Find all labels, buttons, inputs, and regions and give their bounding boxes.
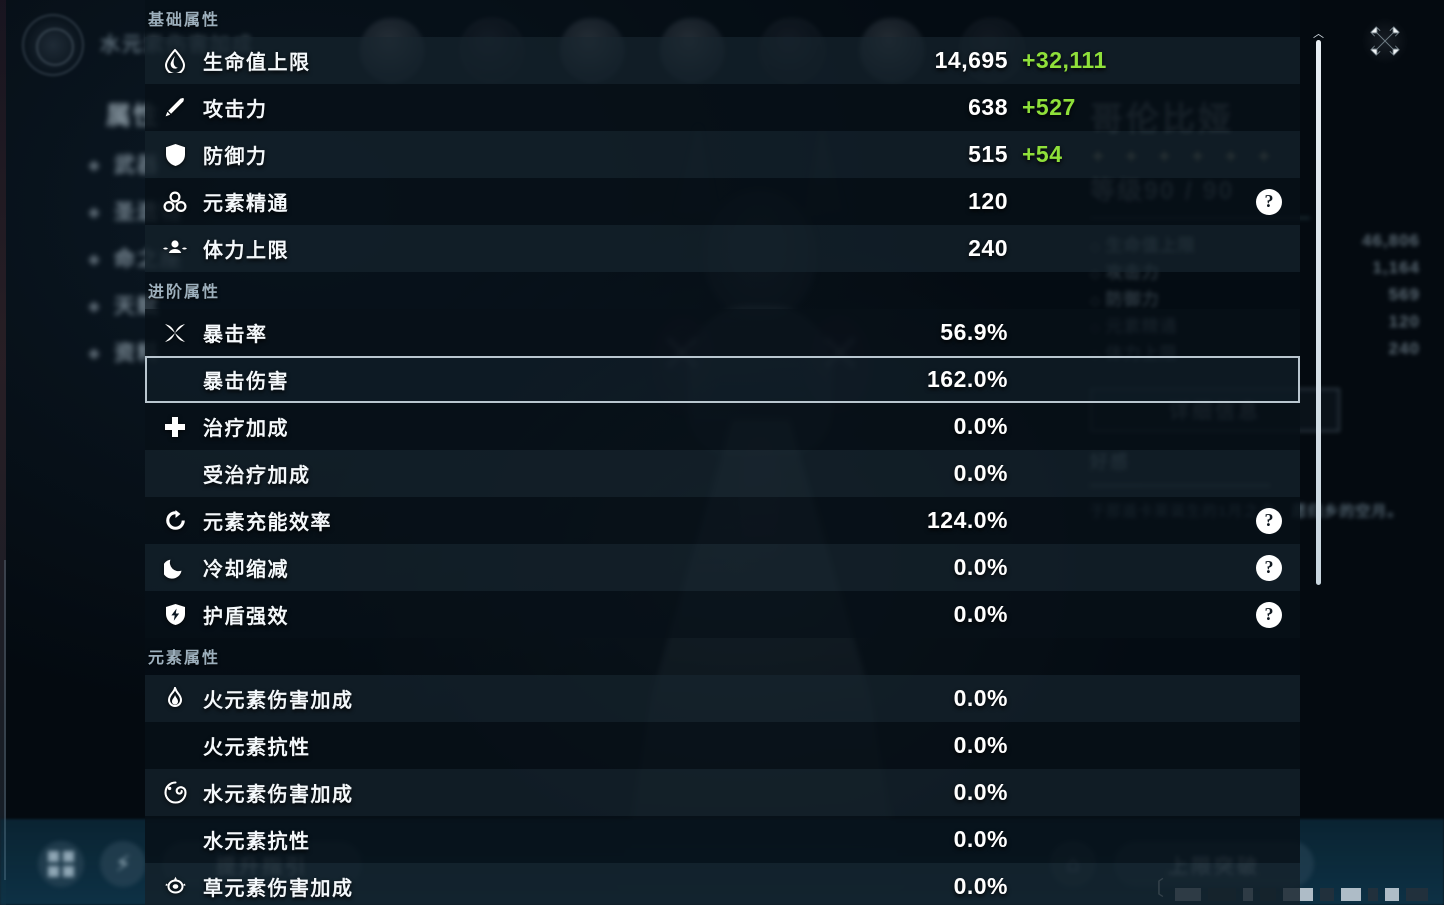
stat-label: 护盾强效 bbox=[203, 606, 289, 628]
stat-label: 水元素抗性 bbox=[203, 831, 311, 853]
stat-label: 攻击力 bbox=[203, 99, 268, 121]
stat-label: 治疗加成 bbox=[203, 418, 289, 440]
scrollbar-rail bbox=[4, 560, 6, 880]
close-button[interactable] bbox=[1362, 18, 1408, 64]
stat-row-cooldown-reduction[interactable]: 冷却缩减 0.0% ? bbox=[145, 544, 1300, 591]
hp-droplet-icon bbox=[147, 48, 203, 73]
boost-icon: ⚡ bbox=[100, 841, 146, 887]
screen-left-edge bbox=[0, 0, 6, 905]
stat-row-hydro-res[interactable]: 水元素抗性 0.0% bbox=[145, 816, 1300, 863]
stat-row-pyro-res[interactable]: 火元素抗性 0.0% bbox=[145, 722, 1300, 769]
scrollbar[interactable]: ︿ bbox=[1313, 28, 1324, 590]
stat-row-pyro-dmg-bonus[interactable]: 火元素伤害加成 0.0% bbox=[145, 675, 1300, 722]
stat-label: 元素充能效率 bbox=[203, 512, 332, 534]
energy-recharge-icon bbox=[147, 509, 203, 532]
stat-label: 草元素伤害加成 bbox=[203, 878, 354, 900]
stat-value: 14,695 bbox=[934, 47, 1008, 73]
stat-row-elemental-mastery[interactable]: 元素精通 120 ? bbox=[145, 178, 1300, 225]
stat-row-crit-damage-selected[interactable]: 暴击伤害 162.0% bbox=[145, 356, 1300, 403]
cooldown-moon-icon bbox=[147, 557, 203, 579]
stat-row-hydro-dmg-bonus[interactable]: 水元素伤害加成 0.0% bbox=[145, 769, 1300, 816]
stat-value: 515 bbox=[968, 141, 1008, 167]
stat-label: 水元素伤害加成 bbox=[203, 784, 354, 806]
expand-close-icon bbox=[1370, 26, 1400, 56]
scrollbar-thumb[interactable] bbox=[1316, 40, 1321, 585]
elemental-mastery-icon bbox=[147, 190, 203, 213]
stat-label: 生命值上限 bbox=[203, 52, 311, 74]
stat-row-energy-recharge[interactable]: 元素充能效率 124.0% ? bbox=[145, 497, 1300, 544]
shield-strength-icon bbox=[147, 603, 203, 626]
group-header-basic: 基础属性 bbox=[148, 12, 221, 29]
stat-label: 火元素伤害加成 bbox=[203, 690, 354, 712]
crit-rate-star-icon bbox=[147, 321, 203, 345]
stat-value: 0.0% bbox=[953, 413, 1008, 439]
stat-value: 162.0% bbox=[926, 366, 1008, 392]
attack-sword-icon bbox=[147, 96, 203, 120]
stat-value: 638 bbox=[968, 94, 1008, 120]
stat-value: 0.0% bbox=[953, 460, 1008, 486]
stamina-icon bbox=[147, 239, 203, 259]
stat-value: 0.0% bbox=[953, 779, 1008, 805]
stat-row-incoming-healing[interactable]: 受治疗加成 0.0% bbox=[145, 450, 1300, 497]
stat-label: 暴击率 bbox=[203, 324, 268, 346]
party-emblem-icon bbox=[22, 14, 84, 76]
stat-value: 0.0% bbox=[953, 685, 1008, 711]
stat-label: 体力上限 bbox=[203, 240, 289, 262]
stat-value: 0.0% bbox=[953, 732, 1008, 758]
stat-value: 0.0% bbox=[953, 601, 1008, 627]
chevron-up-icon[interactable]: ︿ bbox=[1313, 28, 1324, 40]
dendro-icon bbox=[147, 876, 203, 898]
stat-value: 0.0% bbox=[953, 826, 1008, 852]
stat-row-healing-bonus[interactable]: 治疗加成 0.0% bbox=[145, 403, 1300, 450]
stat-value: 240 bbox=[968, 235, 1008, 261]
stat-row-dendro-dmg-bonus[interactable]: 草元素伤害加成 0.0% bbox=[145, 863, 1300, 905]
help-icon[interactable]: ? bbox=[1256, 601, 1282, 628]
stat-label: 受治疗加成 bbox=[203, 465, 311, 487]
stat-row-stamina[interactable]: 体力上限 240 bbox=[145, 225, 1300, 272]
stat-bonus: +32,111 bbox=[1022, 47, 1107, 73]
stat-bonus: +54 bbox=[1022, 141, 1063, 167]
group-header-elemental: 元素属性 bbox=[148, 650, 221, 667]
hydro-icon bbox=[147, 781, 203, 804]
stat-label: 冷却缩减 bbox=[203, 559, 289, 581]
stat-label: 元素精通 bbox=[203, 193, 289, 215]
healing-cross-icon bbox=[147, 416, 203, 438]
stat-row-shield-strength[interactable]: 护盾强效 0.0% ? bbox=[145, 591, 1300, 638]
stat-label: 火元素抗性 bbox=[203, 737, 311, 759]
help-icon[interactable]: ? bbox=[1256, 507, 1282, 534]
stat-value: 56.9% bbox=[940, 319, 1008, 345]
stat-row-crit-rate[interactable]: 暴击率 56.9% bbox=[145, 309, 1300, 356]
stats-panel: 基础属性 生命值上限 14,695 +32,111 攻击力 638 +527 bbox=[145, 0, 1300, 905]
group-header-advanced: 进阶属性 bbox=[148, 284, 221, 301]
stat-value: 120 bbox=[968, 188, 1008, 214]
stat-value: 0.0% bbox=[953, 873, 1008, 899]
stat-row-def[interactable]: 防御力 515 +54 bbox=[145, 131, 1300, 178]
help-icon[interactable]: ? bbox=[1256, 554, 1282, 581]
stat-label: 防御力 bbox=[203, 146, 268, 168]
defense-shield-icon bbox=[147, 143, 203, 167]
stat-row-atk[interactable]: 攻击力 638 +527 bbox=[145, 84, 1300, 131]
stat-bonus: +527 bbox=[1022, 94, 1076, 120]
grid-menu-icon bbox=[38, 841, 84, 887]
help-icon[interactable]: ? bbox=[1256, 188, 1282, 215]
pyro-icon bbox=[147, 686, 203, 711]
stat-label: 暴击伤害 bbox=[203, 371, 289, 393]
stat-value: 0.0% bbox=[953, 554, 1008, 580]
stat-value: 124.0% bbox=[926, 507, 1008, 533]
stat-row-hp[interactable]: 生命值上限 14,695 +32,111 bbox=[145, 37, 1300, 84]
